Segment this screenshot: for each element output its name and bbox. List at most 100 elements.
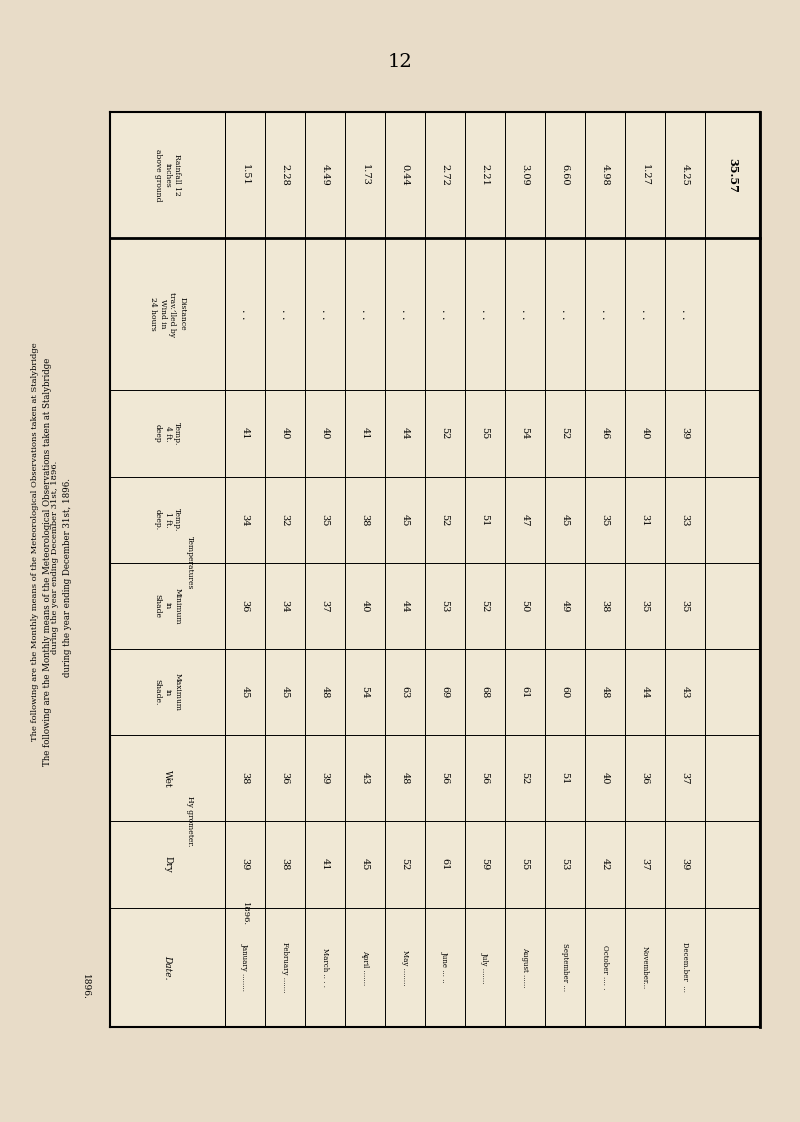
Text: 4.98: 4.98 bbox=[601, 164, 610, 186]
Text: 1.51: 1.51 bbox=[241, 164, 250, 186]
Text: 68: 68 bbox=[481, 686, 490, 698]
Text: . .: . . bbox=[320, 309, 330, 320]
Text: Rainfall 12
inches
above ground: Rainfall 12 inches above ground bbox=[154, 149, 182, 201]
Text: 36: 36 bbox=[241, 600, 250, 613]
Text: 36: 36 bbox=[641, 772, 650, 784]
Text: 46: 46 bbox=[601, 427, 610, 440]
Text: 40: 40 bbox=[361, 600, 370, 613]
Text: 35: 35 bbox=[321, 514, 330, 526]
Text: 1.73: 1.73 bbox=[361, 164, 370, 186]
Text: . .: . . bbox=[480, 309, 490, 320]
Text: January ........: January ........ bbox=[241, 944, 249, 992]
Text: 52: 52 bbox=[401, 858, 410, 871]
Text: 44: 44 bbox=[401, 427, 410, 440]
Text: 42: 42 bbox=[601, 858, 610, 871]
Text: 69: 69 bbox=[441, 686, 450, 698]
Text: 1896.: 1896. bbox=[241, 902, 249, 926]
Text: 37: 37 bbox=[681, 772, 690, 784]
Text: 52: 52 bbox=[481, 600, 490, 613]
Text: 35: 35 bbox=[601, 514, 610, 526]
Text: 3.09: 3.09 bbox=[521, 164, 530, 186]
Text: . .: . . bbox=[440, 309, 450, 320]
Text: November...: November... bbox=[641, 946, 649, 988]
Text: . .: . . bbox=[360, 309, 370, 320]
Text: The following are the Monthly means of the Meteorological Observations taken at : The following are the Monthly means of t… bbox=[31, 342, 39, 742]
Text: September ...: September ... bbox=[561, 944, 569, 992]
Text: 43: 43 bbox=[361, 772, 370, 784]
Text: 4.49: 4.49 bbox=[321, 164, 330, 186]
Text: 44: 44 bbox=[401, 600, 410, 613]
Text: 35: 35 bbox=[641, 600, 650, 613]
Text: during the year ending December 31st, 1896.: during the year ending December 31st, 18… bbox=[63, 478, 73, 677]
Text: 0.44: 0.44 bbox=[401, 164, 410, 186]
Text: 40: 40 bbox=[641, 427, 650, 440]
Text: 52: 52 bbox=[521, 772, 530, 784]
Text: 54: 54 bbox=[361, 686, 370, 698]
Text: 45: 45 bbox=[241, 686, 250, 698]
Text: Temp.
4 ft.
deep: Temp. 4 ft. deep bbox=[154, 422, 182, 445]
Text: 56: 56 bbox=[441, 772, 450, 784]
Text: 37: 37 bbox=[641, 858, 650, 871]
Text: 53: 53 bbox=[561, 858, 570, 871]
Text: 39: 39 bbox=[321, 772, 330, 784]
Text: 48: 48 bbox=[321, 686, 330, 698]
Text: 50: 50 bbox=[521, 600, 530, 613]
Text: . .: . . bbox=[560, 309, 570, 320]
Text: Wet: Wet bbox=[163, 770, 172, 788]
Text: during the year ending December 31st, 1896.: during the year ending December 31st, 18… bbox=[51, 460, 59, 654]
Text: 2.28: 2.28 bbox=[281, 164, 290, 186]
Text: . .: . . bbox=[600, 309, 610, 320]
Text: June ... ..: June ... .. bbox=[441, 951, 449, 983]
Text: 40: 40 bbox=[601, 772, 610, 784]
Text: 4.25: 4.25 bbox=[681, 164, 690, 186]
Text: . .: . . bbox=[640, 309, 650, 320]
Text: February .......: February ....... bbox=[281, 942, 289, 993]
Text: 48: 48 bbox=[401, 772, 410, 784]
Text: 48: 48 bbox=[601, 686, 610, 698]
Text: 45: 45 bbox=[561, 514, 570, 526]
Text: October .... .: October .... . bbox=[601, 945, 609, 990]
Text: Temperatures: Temperatures bbox=[186, 536, 194, 589]
Text: 41: 41 bbox=[361, 427, 370, 440]
Text: July .......: July ....... bbox=[481, 951, 489, 983]
Text: 63: 63 bbox=[401, 686, 410, 698]
Text: 1896.: 1896. bbox=[81, 974, 90, 1001]
Text: 47: 47 bbox=[521, 514, 530, 526]
Text: March .. . .: March .. . . bbox=[321, 948, 329, 987]
Text: April .......: April ....... bbox=[361, 949, 369, 985]
Text: 36: 36 bbox=[281, 772, 290, 784]
Text: 60: 60 bbox=[561, 686, 570, 698]
Text: . .: . . bbox=[280, 309, 290, 320]
Text: 43: 43 bbox=[681, 686, 690, 698]
Text: The following are the Monthly means of the Meteorological Observations taken at : The following are the Monthly means of t… bbox=[43, 358, 53, 766]
Text: 41: 41 bbox=[321, 858, 330, 871]
Text: 35.57: 35.57 bbox=[727, 157, 738, 193]
Text: 38: 38 bbox=[361, 514, 370, 526]
Text: Decem.ber  ...: Decem.ber ... bbox=[681, 942, 689, 992]
Text: 55: 55 bbox=[481, 427, 490, 440]
Text: Dry: Dry bbox=[163, 856, 172, 873]
Text: 40: 40 bbox=[281, 427, 290, 440]
Text: 45: 45 bbox=[281, 686, 290, 698]
Text: 52: 52 bbox=[441, 514, 450, 526]
Text: 2.72: 2.72 bbox=[441, 164, 450, 186]
Text: 35: 35 bbox=[681, 600, 690, 613]
Text: 59: 59 bbox=[481, 858, 490, 871]
Text: 56: 56 bbox=[481, 772, 490, 784]
Text: 39: 39 bbox=[241, 858, 250, 871]
Text: Maximum
in
Shade.: Maximum in Shade. bbox=[154, 673, 182, 711]
Bar bbox=[110, 112, 760, 1027]
Text: Distance
trav.’lled by
Wind in
24 hours: Distance trav.’lled by Wind in 24 hours bbox=[149, 292, 186, 337]
Text: 39: 39 bbox=[681, 427, 690, 440]
Text: 2.21: 2.21 bbox=[481, 164, 490, 186]
Text: 32: 32 bbox=[281, 514, 290, 526]
Text: Hy grometer.: Hy grometer. bbox=[186, 797, 194, 847]
Text: Minimum
in
Shade: Minimum in Shade bbox=[154, 588, 182, 624]
Text: 38: 38 bbox=[281, 858, 290, 871]
Text: 61: 61 bbox=[441, 858, 450, 871]
Text: 41: 41 bbox=[241, 427, 250, 440]
Text: 6.60: 6.60 bbox=[561, 164, 570, 186]
Text: 51: 51 bbox=[481, 514, 490, 526]
Text: . .: . . bbox=[400, 309, 410, 320]
Text: 51: 51 bbox=[561, 772, 570, 784]
